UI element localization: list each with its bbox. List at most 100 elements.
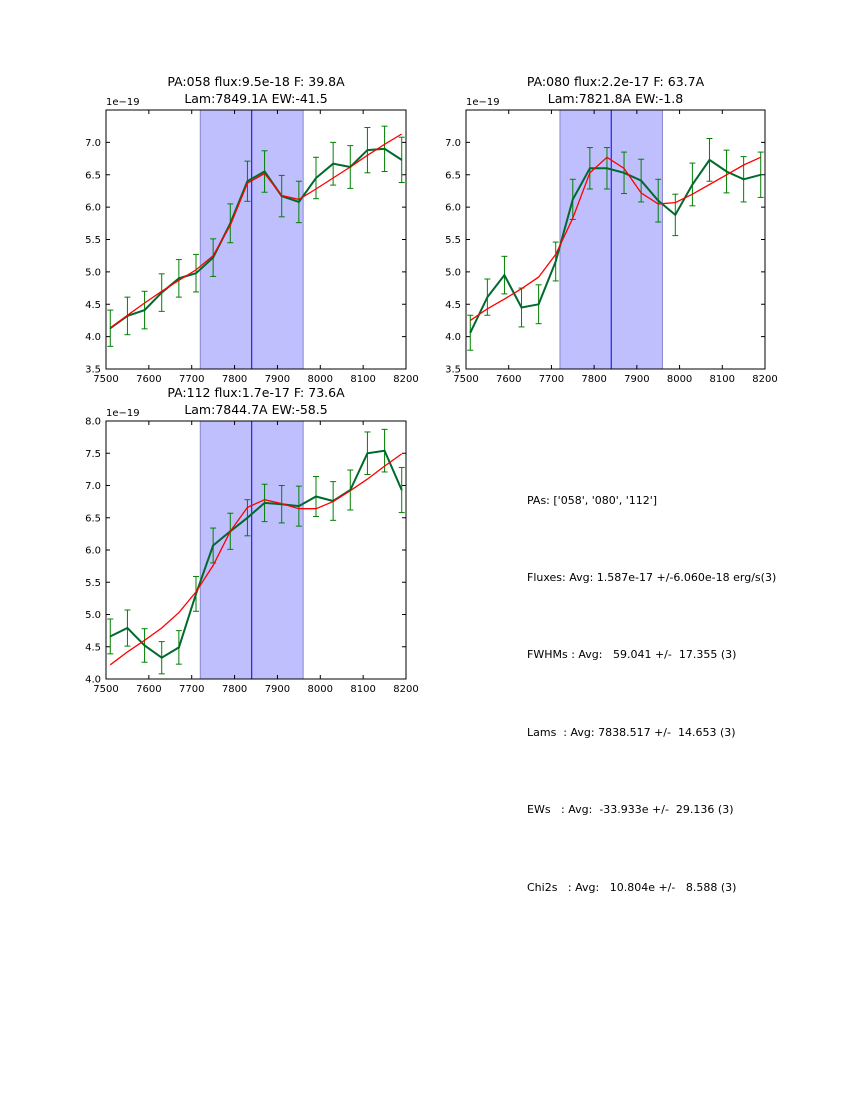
data-point: [195, 272, 197, 274]
y-tick-label: 3.5: [445, 365, 461, 376]
x-tick-label: 8200: [752, 374, 777, 385]
x-tick-label: 7700: [539, 374, 564, 385]
data-point: [298, 505, 300, 507]
data-point: [212, 257, 214, 259]
y-tick-label: 3.5: [85, 365, 101, 376]
y-tick-label: 7.5: [85, 449, 101, 460]
y-tick-label: 5.5: [445, 235, 461, 246]
data-point: [383, 450, 386, 452]
summary-stats: PAs: ['058', '080', '112'] Fluxes: Avg: …: [527, 436, 776, 926]
x-tick-label: 8100: [350, 374, 375, 385]
data-point: [315, 177, 317, 179]
axes-frame: [105, 109, 407, 370]
subplot-2: PA:080 flux:2.2e-17 F: 63.7A Lam:7821.8A …: [445, 74, 778, 385]
y-tick-label: 7.0: [85, 138, 101, 149]
data-point: [623, 172, 625, 174]
data-point: [109, 635, 111, 638]
x-tick-label: 8200: [393, 374, 418, 385]
x-tick-label: 7600: [496, 374, 521, 385]
y-tick-label: 5.0: [85, 610, 101, 621]
data-point: [725, 170, 728, 173]
subplot-title-line2: Lam:7821.8A EW:-1.8: [548, 91, 683, 106]
axes-frame: [105, 420, 407, 680]
x-tick-label: 7700: [179, 684, 204, 695]
x-tick-label: 7700: [179, 374, 204, 385]
subplot-title-line2: Lam:7849.1A EW:-41.5: [184, 91, 327, 106]
data-point: [589, 167, 591, 169]
data-line: [109, 147, 403, 330]
data-point: [195, 593, 197, 595]
x-tick-label: 7600: [136, 374, 161, 385]
subplot-title-line2: Lam:7844.7A EW:-58.5: [184, 402, 327, 417]
y-tick-label: 6.0: [445, 203, 461, 214]
data-point: [263, 170, 266, 173]
data-point: [263, 502, 266, 504]
data-point: [143, 309, 146, 311]
subplot-1: PA:058 flux:9.5e-18 F: 39.8A Lam:7849.1A …: [85, 74, 419, 385]
summary-fwhms: FWHMs : Avg: 59.041 +/- 17.355 (3): [527, 648, 737, 662]
x-tick-label: 7800: [222, 684, 247, 695]
y-tick-label: 4.0: [85, 675, 101, 686]
y-tick-label: 4.5: [85, 642, 101, 653]
data-point: [349, 166, 351, 168]
axis-offset-label: 1e−19: [106, 408, 140, 419]
subplot-title-line1: PA:058 flux:9.5e-18 F: 39.8A: [167, 74, 345, 89]
data-point: [315, 495, 317, 498]
data-point: [708, 159, 711, 161]
x-tick-label: 7800: [581, 374, 606, 385]
data-line: [109, 449, 403, 659]
data-point: [246, 517, 249, 519]
x-tick-label: 7500: [453, 374, 478, 385]
data-point: [606, 167, 608, 169]
x-tick-label: 8000: [308, 374, 333, 385]
data-point: [538, 303, 540, 305]
data-point: [503, 274, 506, 276]
x-tick-label: 8000: [308, 684, 333, 695]
subplot-title-line1: PA:080 flux:2.2e-17 F: 63.7A: [527, 74, 705, 89]
data-point: [760, 174, 762, 176]
data-point: [281, 503, 283, 505]
data-point: [743, 178, 745, 180]
data-point: [109, 327, 111, 329]
y-tick-label: 5.5: [85, 235, 101, 246]
data-point: [469, 332, 471, 334]
y-tick-label: 8.0: [85, 417, 101, 428]
x-tick-label: 8100: [710, 374, 735, 385]
x-tick-label: 7900: [265, 684, 290, 695]
data-point: [178, 277, 180, 279]
y-tick-label: 4.5: [445, 300, 461, 311]
axis-offset-label: 1e−19: [466, 97, 500, 108]
y-tick-label: 4.0: [445, 332, 461, 343]
fit-line: [109, 453, 403, 666]
data-point: [161, 291, 163, 294]
axes-frame: [465, 109, 766, 370]
data-point: [366, 149, 369, 151]
data-point: [126, 315, 129, 317]
data-point: [212, 544, 214, 547]
y-tick-label: 5.0: [85, 267, 101, 278]
data-point: [674, 214, 676, 216]
subplot-3: PA:112 flux:1.7e-17 F: 73.6A Lam:7844.7A …: [85, 385, 419, 695]
data-point: [229, 530, 231, 532]
data-point: [332, 500, 334, 502]
axis-offset-label: 1e−19: [106, 97, 140, 108]
data-point: [161, 657, 163, 659]
data-point: [640, 179, 642, 182]
data-point: [246, 180, 249, 182]
summary-ews: EWs : Avg: -33.933e +/- 29.136 (3): [527, 803, 734, 817]
x-tick-label: 8000: [667, 374, 692, 385]
y-tick-label: 5.5: [85, 578, 101, 589]
data-point: [332, 163, 334, 165]
data-point: [366, 452, 369, 454]
fit-line: [109, 133, 403, 329]
y-tick-label: 4.5: [85, 300, 101, 311]
data-point: [520, 306, 523, 309]
data-point: [349, 489, 351, 491]
summary-pas: PAs: ['058', '080', '112']: [527, 493, 658, 507]
data-point: [572, 198, 574, 200]
subplot-title-line1: PA:112 flux:1.7e-17 F: 73.6A: [167, 385, 345, 400]
data-point: [691, 183, 693, 186]
y-tick-label: 6.0: [85, 546, 101, 557]
data-point: [229, 222, 231, 224]
